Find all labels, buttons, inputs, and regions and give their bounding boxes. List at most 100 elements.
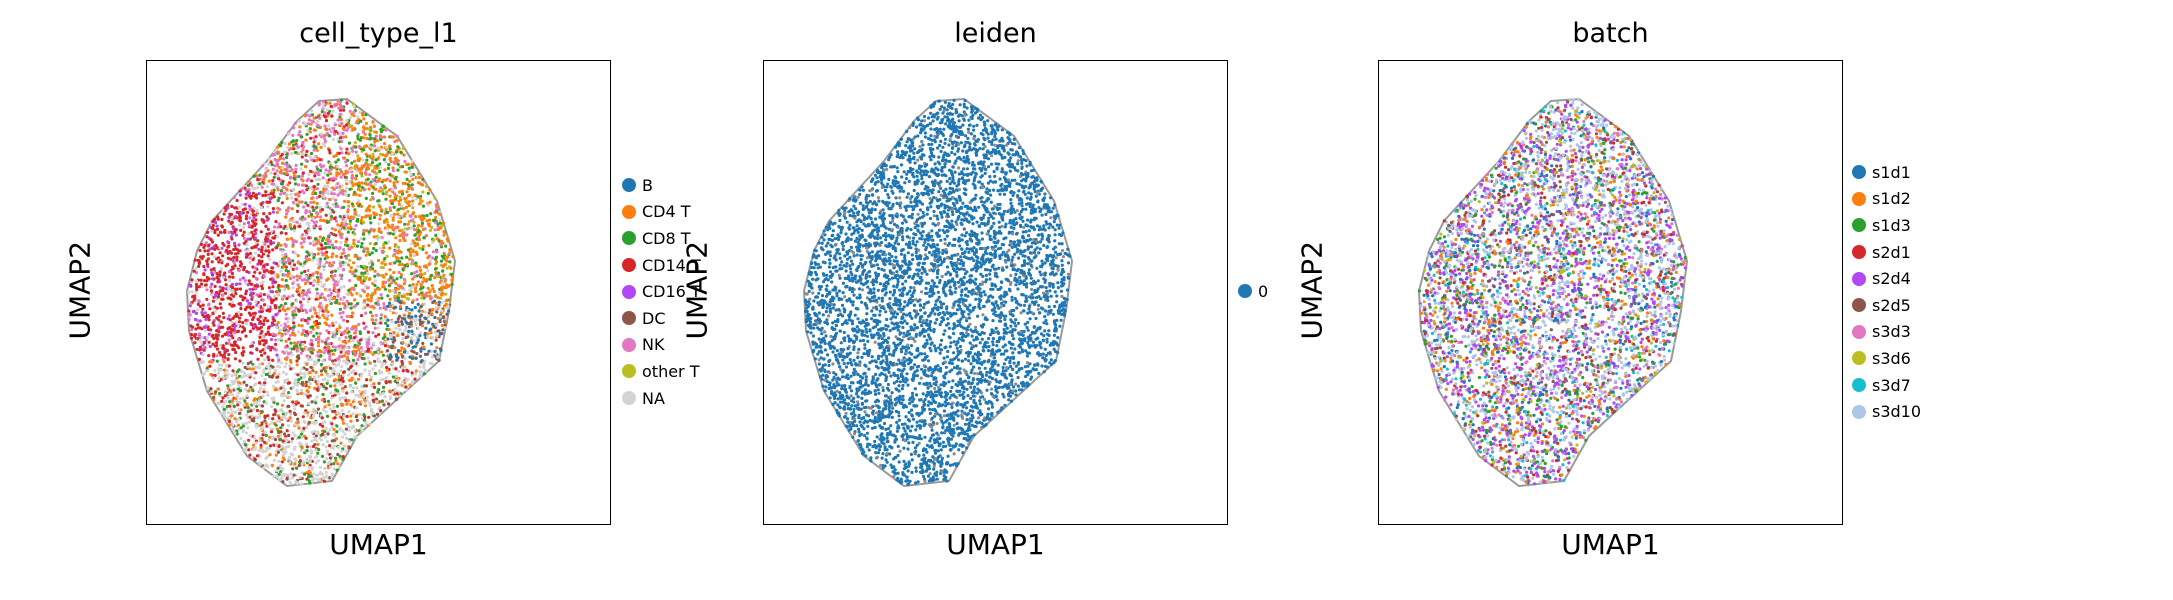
scatter-point [223,394,227,398]
scatter-point [408,383,412,387]
scatter-point [333,416,337,420]
scatter-point [323,171,327,175]
scatter-point [388,309,392,313]
scatter-point [319,145,323,149]
scatter-point [244,322,249,326]
scatter-point [374,334,378,338]
scatter-points [187,98,455,486]
scatter-point [291,366,295,370]
scatter-point [414,322,418,326]
scatter-point [438,218,442,223]
scatter-point [272,175,276,179]
scatter-point [281,412,285,416]
scatter-point [378,306,382,310]
scatter-point [381,192,385,196]
scatter-point [398,238,402,243]
scatter-point [229,251,234,255]
scatter-point [275,169,279,173]
scatter-point [391,232,395,236]
scatter-point [213,369,217,373]
scatter-point [265,268,269,272]
scatter-point [289,419,293,423]
scatter-point [427,290,431,294]
scatter-point [235,210,239,214]
scatter-point [329,391,333,395]
scatter-point [403,212,407,216]
scatter-point [371,282,375,286]
scatter-point [320,238,324,243]
scatter-point [279,225,283,229]
scatter-point [354,393,358,397]
scatter-point [273,164,277,168]
scatter-point [301,171,305,175]
scatter-point [306,268,310,273]
scatter-point [367,187,371,191]
scatter-point [378,217,382,221]
scatter-point [221,208,225,212]
scatter-point [401,337,405,341]
scatter-point [317,447,321,452]
scatter-point [294,306,298,310]
scatter-point [300,162,304,166]
scatter-point [321,392,325,397]
scatter-point [435,346,439,350]
scatter-point [386,318,390,322]
scatter-point [263,193,268,197]
scatter-point [377,222,381,226]
scatter-point [370,375,374,379]
scatter-point [323,257,327,261]
scatter-point [218,302,222,306]
scatter-point [339,175,343,179]
scatter-point [391,223,395,227]
scatter-point [271,417,275,421]
scatter-point [407,204,411,208]
scatter-point [217,350,222,355]
scatter-point [261,370,266,374]
scatter-point [267,157,271,161]
scatter-point [334,459,338,463]
scatter-point [299,448,303,452]
scatter-point [348,219,352,223]
scatter-point [230,282,235,286]
scatter-point [247,420,251,424]
scatter-point [330,349,334,353]
scatter-point [320,454,325,458]
scatter-point [256,318,260,322]
scatter-point [221,311,225,315]
scatter-point [314,135,318,139]
scatter-point [384,160,388,164]
panel-cell-type: cell_type_l1 UMAP2 UMAP1 B CD4 T CD8 T CD14… [0,0,701,600]
scatter-point [267,358,271,362]
scatter-point [334,129,338,133]
scatter-point [283,432,287,436]
scatter-point [361,158,365,162]
scatter-point [394,281,398,285]
scatter-point [288,333,293,337]
scatter-point [304,138,308,142]
scatter-point [203,336,207,340]
scatter-point [267,361,271,366]
scatter-point [306,321,310,325]
scatter-point [347,339,351,343]
scatter-point [284,372,289,376]
scatter-point [230,379,234,383]
scatter-point [411,162,415,166]
scatter-point [388,156,392,161]
scatter-point [266,414,270,418]
scatter-point [224,341,229,345]
scatter-point [187,309,191,313]
scatter-point [248,453,252,457]
scatter-point [295,359,299,363]
scatter-point [402,347,406,351]
scatter-point [347,204,351,208]
scatter-point [353,428,357,432]
scatter-point [369,310,373,314]
scatter-point [225,369,229,373]
scatter-point [268,231,272,236]
scatter-point [427,311,431,315]
scatter-point [239,369,243,374]
scatter-point [368,369,372,373]
scatter-point [309,357,313,362]
scatter-point [326,399,331,403]
